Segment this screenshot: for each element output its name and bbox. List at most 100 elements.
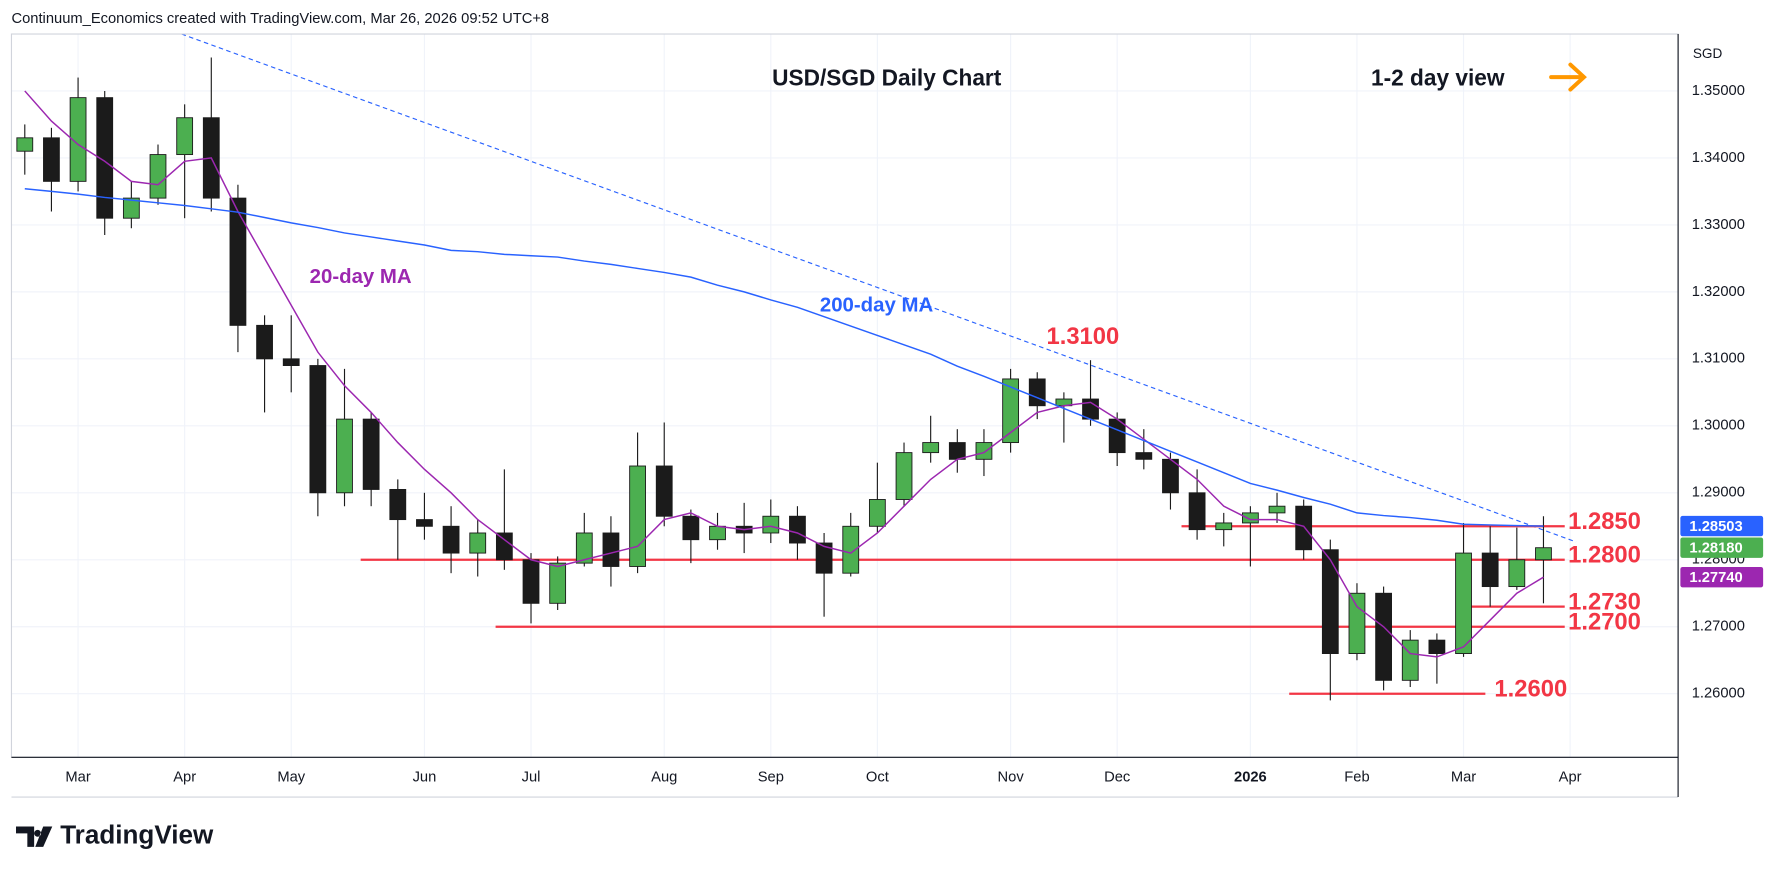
x-tick-label: Oct (866, 770, 889, 786)
y-tick-label: 1.26000 (1692, 686, 1745, 702)
candle-body (495, 532, 513, 561)
candle-body (1481, 552, 1499, 588)
x-tick-label: Apr (1559, 770, 1582, 786)
candle-body (602, 532, 620, 567)
candle-body (522, 559, 540, 604)
price-tag-label: 1.28180 (1689, 541, 1742, 557)
price-tag-label: 1.27740 (1689, 570, 1742, 586)
candle-body (362, 418, 380, 490)
candle-body (1268, 505, 1286, 514)
price-tag-label: 1.28503 (1689, 519, 1742, 535)
level-label: 1.2700 (1568, 609, 1641, 636)
candle-body (309, 365, 327, 494)
price-tag (1680, 566, 1764, 588)
candle-body (122, 197, 140, 219)
x-tick-label: Nov (998, 770, 1025, 786)
candle-body (442, 525, 460, 554)
candle-body (895, 452, 913, 500)
currency: SGD (1693, 46, 1723, 61)
candle-body (176, 117, 194, 156)
candle-body (1028, 378, 1046, 407)
footer: TradingView (60, 820, 214, 850)
x-tick-label: Mar (65, 770, 90, 786)
candle-body (229, 197, 247, 326)
level-label: 1.2600 (1494, 676, 1567, 703)
y-tick-label: 1.27000 (1692, 619, 1745, 635)
arrow (1549, 62, 1587, 92)
candle-body (975, 442, 993, 460)
x-tick-label: Dec (1104, 770, 1130, 786)
peak-label: 1.3100 (1046, 323, 1119, 350)
candle-body (1375, 592, 1392, 681)
y-tick-label: 1.32000 (1692, 284, 1745, 300)
y-tick-label: 1.30000 (1692, 418, 1745, 434)
candle-body (1295, 505, 1313, 551)
ma-label: 200-day MA (820, 295, 934, 317)
x-tick-label: 2026 (1234, 770, 1267, 786)
x-tick-label: May (277, 770, 305, 786)
trendline (181, 33, 1577, 543)
chart-title: USD/SGD Daily Chart (772, 64, 1002, 90)
candle-body (469, 532, 487, 554)
y-tick-label: 1.34000 (1692, 150, 1745, 166)
candle-body (43, 137, 60, 182)
candle-body (149, 154, 167, 199)
candle-body (336, 418, 353, 494)
candle-body (282, 358, 300, 366)
candle-body (1188, 492, 1206, 531)
candle-body (549, 562, 567, 604)
candle-body (1535, 547, 1552, 561)
candle-body (96, 97, 114, 219)
x-tick-label: Apr (173, 770, 196, 786)
candle-body (1215, 522, 1233, 531)
ma-label: 20-day MA (310, 266, 412, 288)
level-label: 1.2730 (1568, 589, 1641, 616)
candle-body (16, 137, 34, 152)
candle-body (629, 465, 646, 567)
candle-body (682, 515, 700, 541)
ma-line (24, 90, 1544, 658)
price-tag (1680, 515, 1764, 537)
logo: TradingView (16, 820, 214, 850)
x-tick-label: Aug (651, 770, 677, 786)
candle-body (655, 465, 673, 517)
candle-body (1428, 639, 1446, 654)
x-tick-label: Feb (1344, 770, 1369, 786)
candle-body (69, 97, 87, 182)
candle-body (789, 515, 806, 544)
y-tick-label: 1.31000 (1692, 351, 1745, 367)
candle-body (1455, 552, 1472, 654)
x-tick-label: Sep (758, 770, 784, 786)
header: Continuum_Economics created with Trading… (11, 11, 549, 27)
candle-body (1401, 639, 1419, 681)
ma-line (24, 187, 1544, 527)
candle-body (389, 488, 407, 521)
y-tick-label: 1.29000 (1692, 485, 1745, 501)
candle-body (1241, 512, 1259, 524)
candle-body (1321, 549, 1339, 654)
candle-body (762, 515, 780, 534)
plot (16, 57, 1565, 701)
candle-body (575, 532, 593, 564)
candle-body (256, 324, 273, 360)
candle-body (842, 525, 860, 574)
candle-body (868, 499, 886, 527)
candle-body (416, 519, 433, 527)
candle-body (1135, 452, 1153, 460)
subtitle: 1-2 day view (1371, 64, 1505, 90)
candle-body (948, 442, 966, 460)
x-tick-label: Jun (413, 770, 437, 786)
level-label: 1.2850 (1568, 508, 1641, 535)
candle-body (922, 442, 940, 454)
y-tick-label: 1.33000 (1692, 217, 1745, 233)
candle-body (1002, 378, 1019, 444)
x-tick-label: Mar (1451, 770, 1476, 786)
price-tag (1680, 537, 1764, 558)
candle-body (1508, 559, 1526, 588)
level-label: 1.2800 (1568, 542, 1641, 569)
y-tick-label: 1.35000 (1692, 83, 1745, 99)
x-tick-label: Jul (522, 770, 541, 786)
